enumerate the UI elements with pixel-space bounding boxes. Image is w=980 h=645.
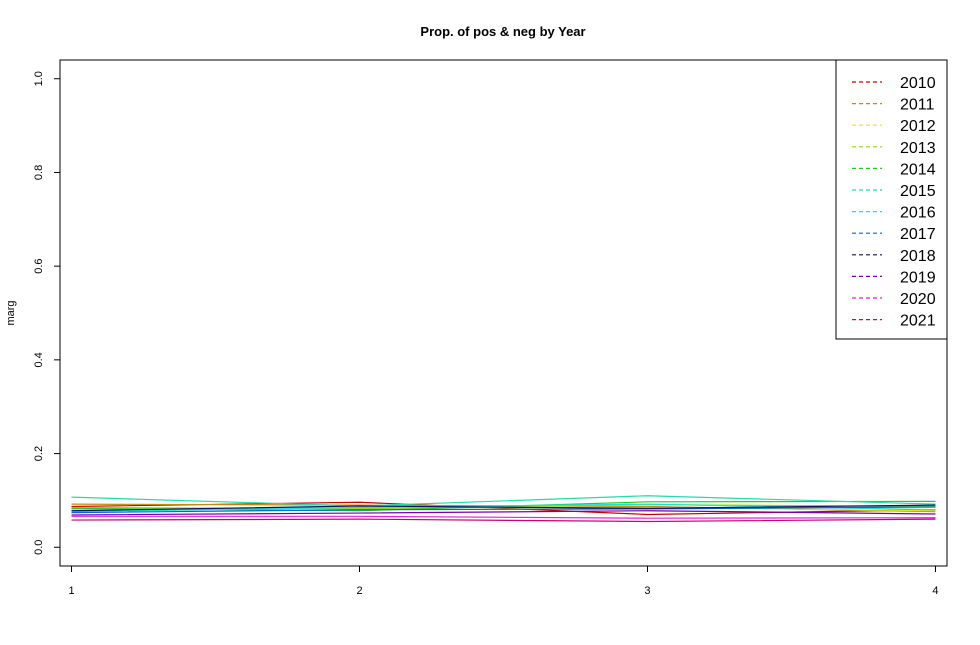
- chart-title: Prop. of pos & neg by Year: [420, 24, 585, 39]
- legend-label-2018: 2018: [900, 248, 936, 265]
- legend-label-2011: 2011: [900, 97, 935, 114]
- plot-frame: [59, 59, 948, 567]
- legend-label-2012: 2012: [900, 118, 936, 135]
- legend-label-2017: 2017: [900, 226, 936, 243]
- series-line-2017: [71, 506, 936, 514]
- legend-label-2021: 2021: [900, 313, 936, 330]
- x-tick-label: 3: [644, 585, 650, 597]
- x-axis: 1 2 3 4: [68, 566, 939, 597]
- y-tick-label: 0.8: [33, 165, 45, 180]
- y-tick-label: 1.0: [33, 71, 45, 86]
- legend-label-2013: 2013: [900, 140, 936, 157]
- legend-label-2016: 2016: [900, 205, 936, 222]
- y-axis-label: marg: [5, 300, 17, 325]
- legend: 2010 2011 2012 2013 2014 2015 2016 2017 2018 2019…: [835, 59, 948, 340]
- series-line-2015: [71, 495, 936, 507]
- series-line-2021: [71, 518, 936, 523]
- y-tick-label: 0.0: [33, 540, 45, 555]
- legend-box: [835, 59, 948, 340]
- x-tick-label: 4: [932, 585, 938, 597]
- series-line-2019: [71, 510, 936, 516]
- y-axis: 0.0 0.2 0.4 0.6 0.8 1.0: [33, 71, 60, 555]
- x-tick-label: 2: [356, 585, 362, 597]
- legend-label-2020: 2020: [900, 291, 936, 308]
- y-tick-label: 0.4: [33, 352, 45, 367]
- series-line-2018: [71, 504, 936, 512]
- x-tick-label: 1: [68, 585, 74, 597]
- y-tick-label: 0.6: [33, 258, 45, 273]
- legend-label-2015: 2015: [900, 183, 936, 200]
- series-line-2020: [71, 515, 936, 519]
- y-tick-label: 0.2: [33, 446, 45, 461]
- legend-label-2014: 2014: [900, 161, 936, 178]
- series-layer: [71, 495, 936, 523]
- legend-label-2019: 2019: [900, 269, 936, 286]
- legend-label-2010: 2010: [900, 75, 936, 92]
